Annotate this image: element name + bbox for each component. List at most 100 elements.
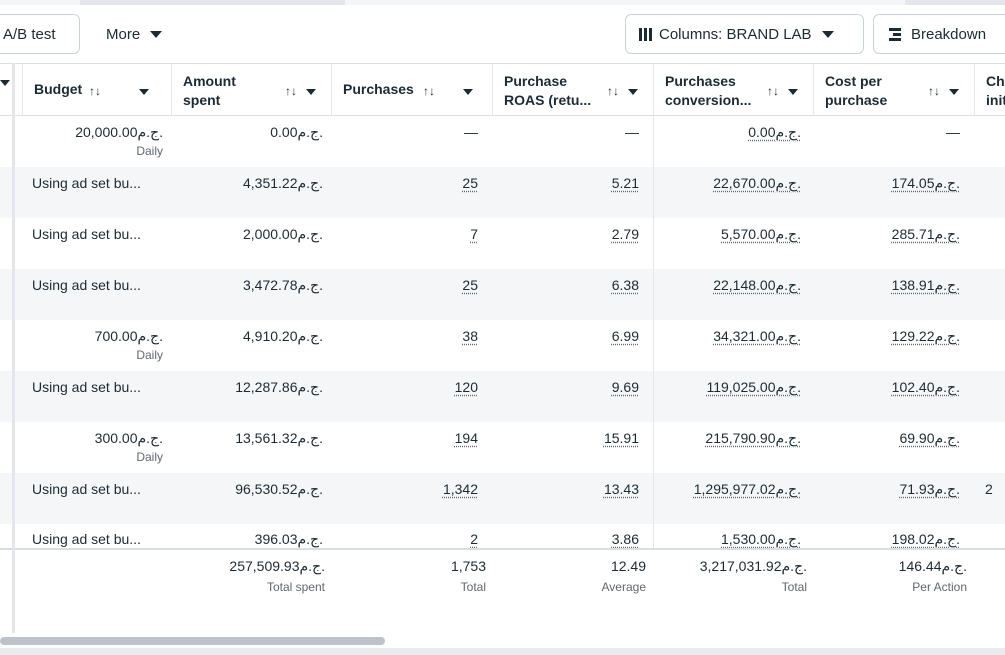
top-strip-segment	[0, 0, 80, 5]
header-amount-spent[interactable]: Amount spent ↑↓	[171, 64, 331, 116]
more-button[interactable]: More	[94, 14, 184, 54]
header-purchases-conversion-label: Purchases conversion...	[665, 73, 752, 108]
table-cell-purchases[interactable]: 38	[331, 320, 478, 371]
table-row[interactable]: 300.00ج.م. Daily 13,561.32ج.م. 194 15.91 215,…	[0, 422, 1005, 473]
table-row[interactable]: Using ad set bu... 4,351.22ج.م. 25 5.21 22,6…	[0, 167, 1005, 218]
table-cell-roas[interactable]: 6.38	[492, 269, 639, 320]
cell-value: 13,561.32ج.م.	[235, 430, 323, 446]
total-roas-value: 12.49	[610, 558, 646, 574]
cell-value: 5,570.00ج.م.	[721, 226, 801, 242]
header-purchases-conversion[interactable]: Purchases conversion... ↑↓	[653, 64, 813, 116]
table-cell-roas[interactable]: —	[492, 116, 639, 167]
table-cell-spent: 0.00ج.م.	[171, 116, 323, 167]
table-cell-spent: 2,000.00ج.م.	[171, 218, 323, 269]
table-row[interactable]: 700.00ج.م. Daily 4,910.20ج.م. 38 6.99 34,321.…	[0, 320, 1005, 371]
table-cell-conv[interactable]: 22,670.00ج.م.	[653, 167, 801, 218]
table-cell-roas[interactable]: 9.69	[492, 371, 639, 422]
header-budget[interactable]: Budget ↑↓	[22, 64, 171, 116]
table-cell-conv[interactable]: 22,148.00ج.م.	[653, 269, 801, 320]
table-cell-cpp[interactable]: 129.22ج.م.	[813, 320, 960, 371]
table-cell-purchases[interactable]: 25	[331, 269, 478, 320]
table-row[interactable]: 20,000.00ج.م. Daily 0.00ج.م. — — 0.00ج.م. —	[0, 116, 1005, 167]
table-row[interactable]: Using ad set bu... 3,472.78ج.م. 25 6.38 22,1…	[0, 269, 1005, 320]
table-cell-conv[interactable]: 215,790.90ج.م.	[653, 422, 801, 473]
table-cell-purchases[interactable]: 120	[331, 371, 478, 422]
table-cell-cpp[interactable]: 71.93ج.م.	[813, 473, 960, 524]
cell-value: 3.86	[611, 531, 639, 547]
sort-icon[interactable]: ↑↓	[767, 82, 798, 101]
table-cell-cpp[interactable]: 69.90ج.م.	[813, 422, 960, 473]
table-cell-roas[interactable]: 2.79	[492, 218, 639, 269]
table-cell-cpp[interactable]: 102.40ج.م.	[813, 371, 960, 422]
table-row[interactable]: Using ad set bu... 96,530.52ج.م. 1,342 13.4…	[0, 473, 1005, 524]
chevron-down-icon	[463, 88, 473, 95]
header-cost-per-purchase[interactable]: Cost per purchase ↑↓	[813, 64, 974, 116]
cell-value: 6.38	[611, 277, 639, 293]
table-cell-budget: Using ad set bu...	[22, 473, 171, 524]
sort-icon[interactable]: ↑↓	[607, 82, 638, 101]
columns-button[interactable]: Columns: BRAND LAB	[625, 14, 864, 54]
cell-value: 9.69	[611, 379, 639, 395]
table-cell-conv[interactable]: 34,321.00ج.م.	[653, 320, 801, 371]
table-cell-roas[interactable]: 6.99	[492, 320, 639, 371]
sort-icon[interactable]: ↑↓	[89, 82, 149, 101]
total-purchases-label: Total	[460, 580, 486, 594]
ab-test-button[interactable]: A/B test	[0, 14, 80, 54]
table-cell-purchases[interactable]: 194	[331, 422, 478, 473]
frozen-column-divider	[12, 63, 15, 633]
table-cell-conv[interactable]: 1,530.00ج.م.	[653, 523, 801, 574]
cell-value: 34,321.00ج.م.	[713, 328, 801, 344]
cell-value: 6.99	[611, 328, 639, 344]
table-row[interactable]: Using ad set bu... 2,000.00ج.م. 7 2.79 5,570…	[0, 218, 1005, 269]
table-cell-ch	[974, 269, 1005, 320]
table-cell-roas[interactable]: 5.21	[492, 167, 639, 218]
table-cell-spent: 12,287.86ج.م.	[171, 371, 323, 422]
total-conversion-label: Total	[781, 580, 807, 594]
table-cell-roas[interactable]: 15.91	[492, 422, 639, 473]
sort-icon[interactable]: ↑↓	[423, 82, 473, 101]
table-cell-roas[interactable]: 13.43	[492, 473, 639, 524]
table-cell-conv[interactable]: 0.00ج.م.	[653, 116, 801, 167]
header-budget-label: Budget	[34, 81, 83, 97]
header-cell-selector[interactable]	[0, 64, 22, 116]
table-cell-roas[interactable]: 3.86	[492, 523, 639, 574]
cell-value: 119,025.00ج.م.	[706, 379, 801, 395]
table-cell-conv[interactable]: 5,570.00ج.م.	[653, 218, 801, 269]
total-cpp-value: 146.44ج.م.	[898, 558, 967, 574]
table-cell-ch	[974, 422, 1005, 473]
cell-subtext: Daily	[136, 450, 163, 464]
sort-icon[interactable]: ↑↓	[928, 82, 959, 101]
table-cell-cpp[interactable]: 198.02ج.م.	[813, 523, 960, 574]
total-roas-cell: 12.49 Average	[492, 550, 646, 610]
breakdown-button[interactable]: Breakdown	[873, 14, 1005, 54]
cell-value: 300.00ج.م.	[94, 430, 163, 446]
table-cell-conv[interactable]: 1,295,977.02ج.م.	[653, 473, 801, 524]
breakdown-label: Breakdown	[911, 25, 987, 43]
table-cell-purchases[interactable]: 2	[331, 523, 478, 574]
cell-value: 22,148.00ج.م.	[713, 277, 801, 293]
header-purchases-label: Purchases	[343, 81, 414, 97]
table-cell-conv[interactable]: 119,025.00ج.م.	[653, 371, 801, 422]
header-purchase-roas[interactable]: Purchase ROAS (retu... ↑↓	[492, 64, 653, 116]
horizontal-scrollbar[interactable]	[0, 637, 385, 645]
table-row[interactable]: Using ad set bu... 12,287.86ج.م. 120 9.69 11…	[0, 371, 1005, 422]
table-cell-purchases[interactable]: —	[331, 116, 478, 167]
table-cell-cpp[interactable]: 285.71ج.م.	[813, 218, 960, 269]
table-row[interactable]: Using ad set bu... 396.03ج.م. 2 3.86 1,530.0…	[0, 523, 1005, 574]
cell-value: Using ad set bu...	[32, 481, 141, 497]
total-conversion-cell: 3,217,031.92ج.م. Total	[653, 550, 807, 610]
table-cell-purchases[interactable]: 25	[331, 167, 478, 218]
header-ch[interactable]: Ch init	[974, 64, 1005, 116]
cell-value: 396.03ج.م.	[254, 531, 323, 547]
table-cell-cpp[interactable]: 174.05ج.م.	[813, 167, 960, 218]
table-cell-purchases[interactable]: 7	[331, 218, 478, 269]
table-cell-cpp[interactable]: —	[813, 116, 960, 167]
total-roas-label: Average	[601, 580, 646, 594]
table-cell-budget: Using ad set bu...	[22, 371, 171, 422]
header-purchases[interactable]: Purchases ↑↓	[331, 64, 492, 116]
cell-value: Using ad set bu...	[32, 531, 141, 547]
table-cell-purchases[interactable]: 1,342	[331, 473, 478, 524]
cell-value: Using ad set bu...	[32, 226, 141, 242]
table-cell-cpp[interactable]: 138.91ج.م.	[813, 269, 960, 320]
sort-icon[interactable]: ↑↓	[285, 82, 316, 101]
